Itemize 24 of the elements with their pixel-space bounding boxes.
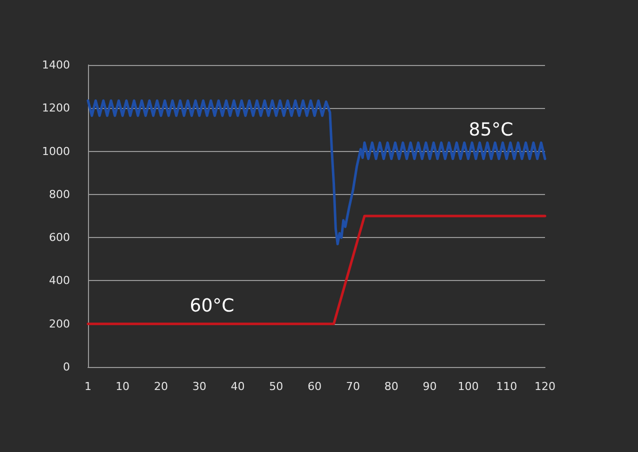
x-tick-label: 60 (308, 380, 322, 393)
annotation: 60°C (190, 296, 234, 316)
x-tick-label: 110 (496, 380, 518, 393)
annotation: 85°C (468, 120, 514, 140)
x-tick-label: 90 (422, 380, 437, 393)
x-tick-label: 50 (269, 380, 284, 393)
x-tick-label: 40 (230, 380, 245, 393)
x-tick-label: 100 (458, 380, 479, 393)
y-tick-label: 1200 (42, 102, 70, 115)
y-tick-label: 600 (49, 231, 70, 244)
x-tick-label: 30 (192, 380, 206, 393)
x-tick-label: 80 (384, 380, 398, 393)
line-series (86, 99, 546, 246)
x-tick-label: 120 (534, 380, 556, 393)
x-tick-label: 20 (154, 380, 168, 393)
x-tick-label: 10 (116, 380, 130, 393)
y-tick-label: 800 (49, 188, 70, 201)
y-tick-label: 0 (63, 360, 70, 374)
y-tick-label: 200 (49, 317, 70, 330)
y-tick-label: 1400 (42, 58, 70, 72)
y-tick-label: 400 (49, 274, 70, 288)
y-tick-label: 1000 (42, 144, 70, 158)
x-tick-label: 70 (346, 380, 360, 393)
x-tick-label: 1 (84, 380, 92, 393)
